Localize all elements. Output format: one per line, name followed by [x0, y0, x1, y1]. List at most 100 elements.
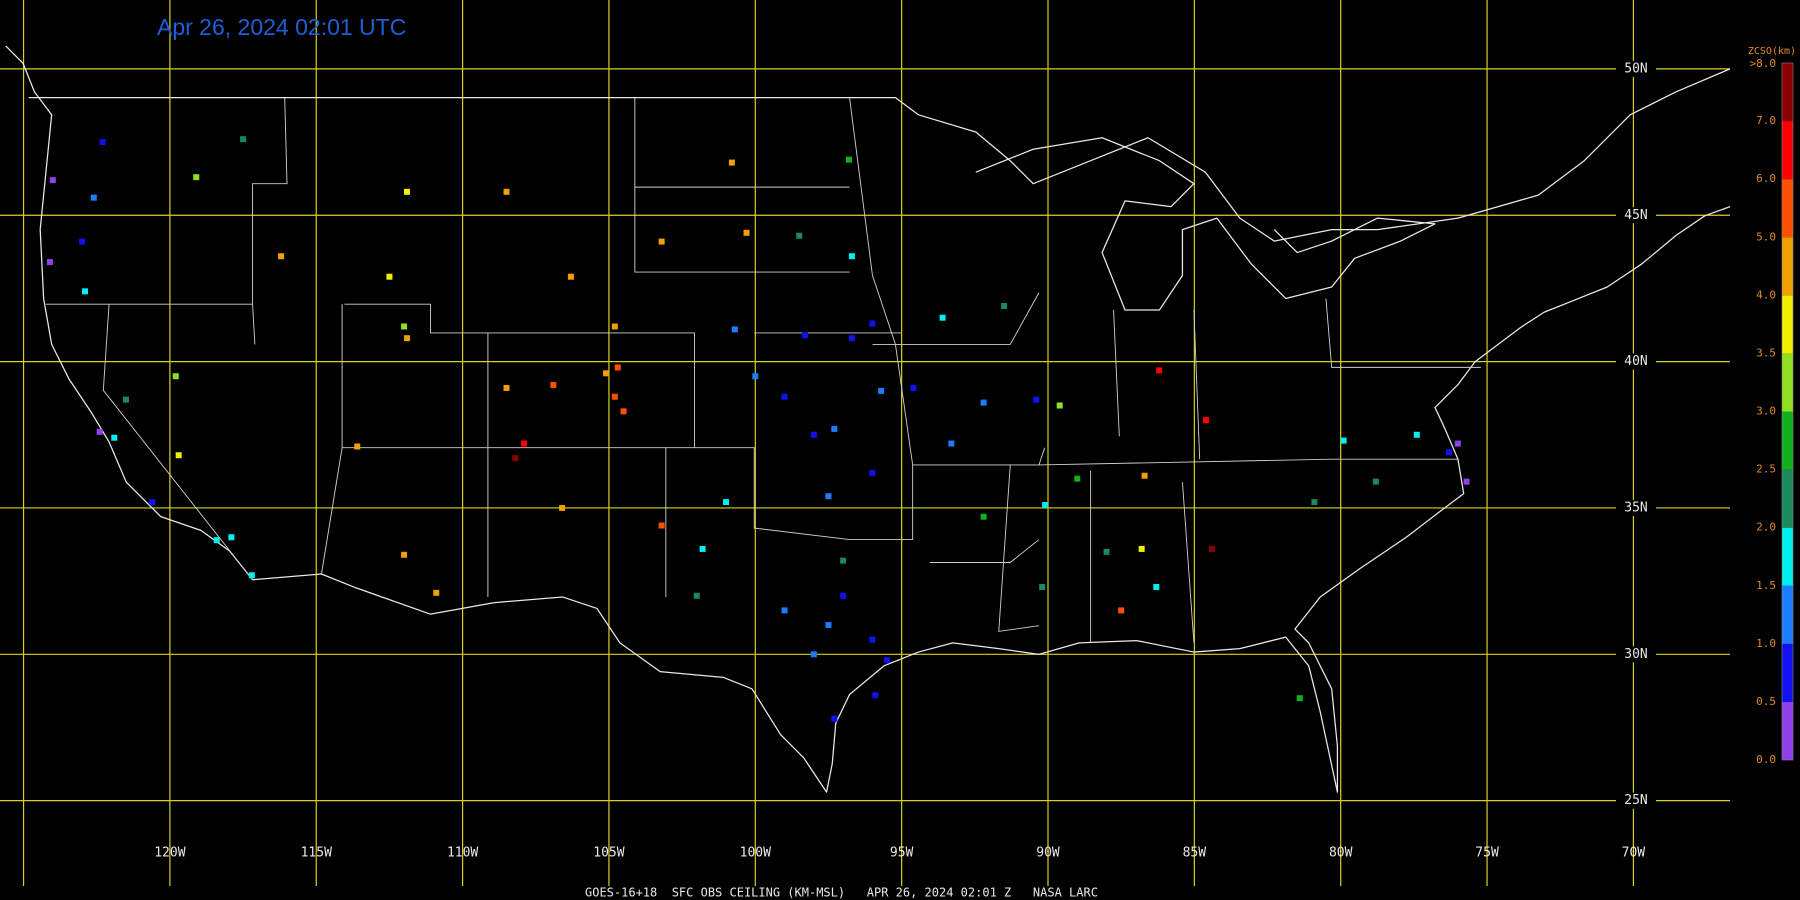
station-obs [810, 651, 817, 658]
station-obs [96, 428, 103, 435]
colorbar-label: 0.5 [1756, 695, 1776, 708]
colorbar-segment [1782, 237, 1793, 296]
longitude-label: 120W [154, 846, 185, 861]
latitude-label: 50N [1624, 61, 1647, 76]
station-obs [1203, 417, 1210, 424]
colorbar-label: 3.5 [1756, 346, 1776, 359]
station-obs [731, 326, 738, 333]
station-obs [1103, 548, 1110, 555]
longitude-label: 100W [740, 846, 771, 861]
canada-border [28, 68, 1731, 242]
station-obs [781, 607, 788, 614]
station-obs [840, 592, 847, 599]
longitude-label: 80W [1329, 846, 1353, 861]
station-obs [693, 592, 700, 599]
coastline [5, 45, 1731, 793]
station-obs [403, 335, 410, 342]
station-obs [1138, 545, 1145, 552]
station-obs [603, 370, 610, 377]
station-obs [111, 434, 118, 441]
station-obs [796, 232, 803, 239]
colorbar-label: 1.5 [1756, 579, 1776, 592]
station-obs [1311, 499, 1318, 506]
latitude-label-bg [1616, 792, 1656, 809]
station-obs [82, 288, 89, 295]
station-obs [1033, 396, 1040, 403]
station-obs [248, 572, 255, 579]
station-obs [1454, 440, 1461, 447]
colorbar-label: 7.0 [1756, 114, 1776, 127]
station-obs [403, 188, 410, 195]
longitude-label: 115W [301, 846, 332, 861]
colorbar-segment [1782, 121, 1793, 180]
colorbar-segment [1782, 179, 1793, 238]
station-obs [401, 323, 408, 330]
station-obs [149, 499, 156, 506]
station-obs [1372, 478, 1379, 485]
colorbar: ZCSO(km) 0.0 0.5 1.0 1.5 2.0 2.5 3.0 3.5 4.0 5.0 6.… [1748, 46, 1796, 766]
station-obs [869, 636, 876, 643]
station-obs [228, 534, 235, 541]
station-obs [980, 513, 987, 520]
station-obs [658, 522, 665, 529]
station-obs [1056, 402, 1063, 409]
station-obs [869, 469, 876, 476]
station-obs [848, 253, 855, 260]
colorbar-segment [1782, 469, 1793, 528]
station-obs [172, 373, 179, 380]
station-obs [1413, 431, 1420, 438]
station-obs [46, 259, 53, 266]
longitude-label: 70W [1622, 846, 1646, 861]
state-lines [45, 97, 1481, 643]
station-obs [872, 692, 879, 699]
station-obs [781, 393, 788, 400]
station-obs [512, 455, 519, 462]
station-obs [1445, 449, 1452, 456]
station-obs [559, 504, 566, 511]
station-obs [845, 156, 852, 163]
station-obs [99, 139, 106, 146]
colorbar-segment [1782, 63, 1793, 122]
latitude-label: 45N [1624, 208, 1647, 223]
colorbar-label: 2.0 [1756, 521, 1776, 534]
station-obs [1001, 302, 1008, 309]
colorbar-label: >8.0 [1750, 57, 1777, 70]
station-obs [1039, 583, 1046, 590]
longitude-label: 95W [890, 846, 914, 861]
station-obs [1042, 502, 1049, 509]
station-obs [884, 657, 891, 664]
station-obs [240, 136, 247, 143]
station-obs [752, 373, 759, 380]
station-obs [658, 238, 665, 245]
station-obs [1340, 437, 1347, 444]
colorbar-label: 3.0 [1756, 405, 1776, 418]
great-lakes [975, 137, 1436, 311]
station-obs [743, 229, 750, 236]
base-map [5, 45, 1731, 793]
station-obs [79, 238, 86, 245]
station-obs [1118, 607, 1125, 614]
latitude-label-bg [1616, 60, 1656, 77]
station-obs [980, 399, 987, 406]
colorbar-segment [1782, 701, 1793, 760]
latitude-label: 40N [1624, 354, 1647, 369]
station-obs [831, 425, 838, 432]
station-obs [728, 159, 735, 166]
timestamp: Apr 26, 2024 02:01 UTC [157, 14, 406, 40]
latitude-label-bg [1616, 353, 1656, 370]
colorbar-segment [1782, 585, 1793, 644]
latitude-label: 30N [1624, 647, 1647, 662]
station-obs [354, 443, 361, 450]
station-obs [878, 387, 885, 394]
station-obs [433, 589, 440, 596]
station-obs [567, 273, 574, 280]
longitude-label: 85W [1183, 846, 1207, 861]
station-obs [386, 273, 393, 280]
stations [46, 136, 1470, 722]
station-obs [699, 545, 706, 552]
colorbar-label: 1.0 [1756, 637, 1776, 650]
station-obs [401, 551, 408, 558]
station-obs [611, 323, 618, 330]
